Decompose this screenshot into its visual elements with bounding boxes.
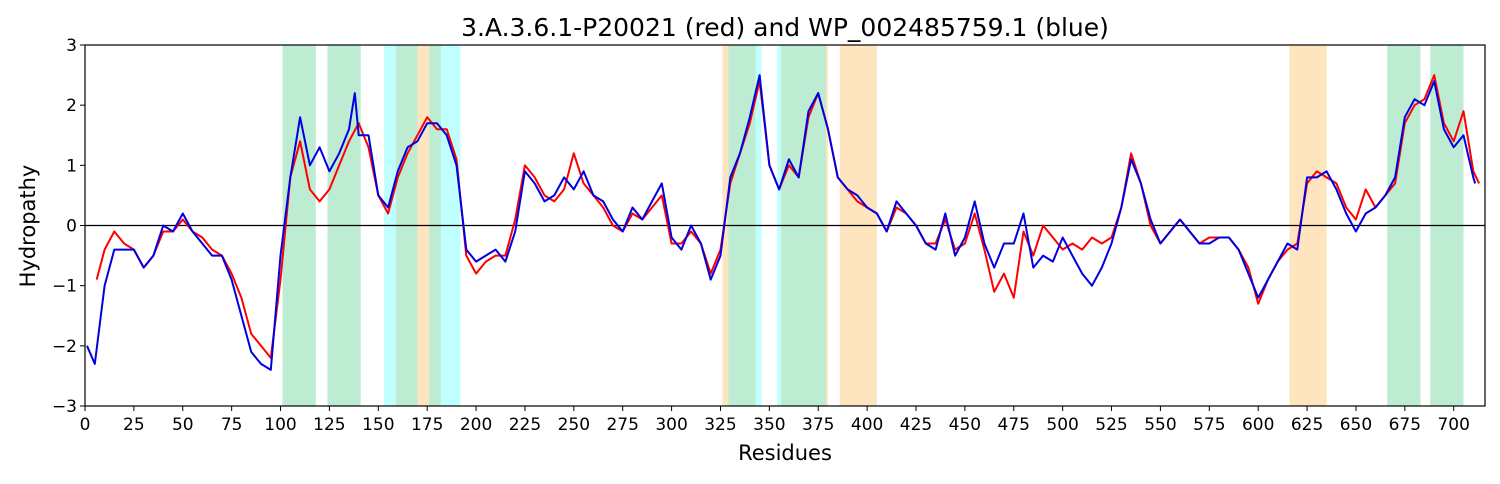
x-tick-label: 75 — [221, 415, 243, 435]
chart-title: 3.A.3.6.1-P20021 (red) and WP_002485759.… — [461, 13, 1109, 42]
x-tick-label: 175 — [411, 415, 443, 435]
x-tick-label: 275 — [606, 415, 638, 435]
x-tick-label: 450 — [949, 415, 981, 435]
x-tick-label: 375 — [802, 415, 834, 435]
x-tick-label: 425 — [900, 415, 932, 435]
y-tick-label: 2 — [66, 96, 77, 116]
x-tick-label: 475 — [998, 415, 1030, 435]
x-tick-label: 675 — [1389, 415, 1421, 435]
y-tick-label: 0 — [66, 217, 77, 237]
y-tick-label: 3 — [66, 36, 77, 56]
y-tick-label: −3 — [52, 397, 77, 417]
x-tick-label: 100 — [264, 415, 296, 435]
x-tick-label: 600 — [1242, 415, 1274, 435]
x-tick-label: 550 — [1144, 415, 1176, 435]
x-tick-label: 250 — [558, 415, 590, 435]
x-tick-label: 575 — [1193, 415, 1225, 435]
y-tick-label: 1 — [66, 156, 77, 176]
x-tick-label: 200 — [460, 415, 492, 435]
y-tick-label: −2 — [52, 337, 77, 357]
y-tick-label: −1 — [52, 277, 77, 297]
x-tick-label: 50 — [172, 415, 194, 435]
x-tick-label: 125 — [313, 415, 345, 435]
y-axis-label: Hydropathy — [16, 165, 40, 288]
x-tick-label: 150 — [362, 415, 394, 435]
x-tick-label: 700 — [1437, 415, 1469, 435]
x-tick-label: 525 — [1095, 415, 1127, 435]
x-tick-label: 400 — [851, 415, 883, 435]
x-tick-label: 625 — [1291, 415, 1323, 435]
x-tick-label: 500 — [1046, 415, 1078, 435]
x-axis-label: Residues — [738, 441, 832, 465]
x-tick-label: 225 — [509, 415, 541, 435]
x-tick-label: 650 — [1340, 415, 1372, 435]
x-tick-label: 25 — [123, 415, 145, 435]
x-tick-label: 0 — [80, 415, 91, 435]
x-tick-label: 350 — [753, 415, 785, 435]
x-tick-label: 300 — [655, 415, 687, 435]
x-tick-label: 325 — [704, 415, 736, 435]
series-line — [86, 74, 1477, 371]
